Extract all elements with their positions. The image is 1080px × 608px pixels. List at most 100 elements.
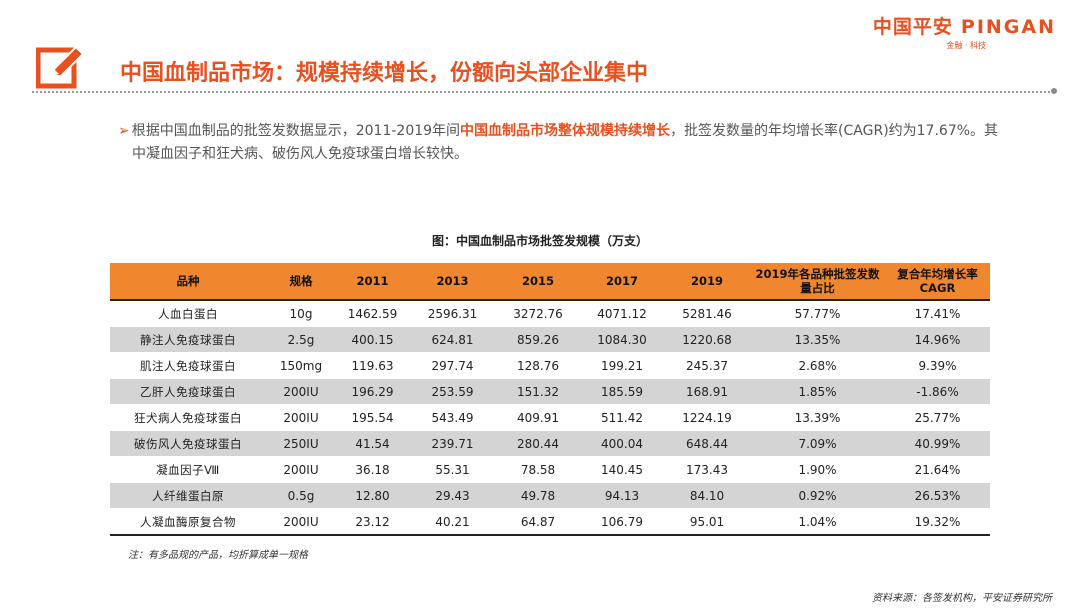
table-row: 肌注人免疫球蛋白 150mg 119.63 297.74 128.76 199.21 245… <box>110 352 990 379</box>
table-cell: 106.79 <box>580 508 664 536</box>
table-cell: 1462.59 <box>336 300 409 327</box>
table-cell: 21.64% <box>885 456 990 483</box>
table-row: 凝血因子Ⅷ 200IU 36.18 55.31 78.58 140.45 173.43 1.9… <box>110 456 990 483</box>
table-cell: 12.80 <box>336 482 409 509</box>
product-name-cell: 乙肝人免疫球蛋白 <box>110 378 266 405</box>
bullet-text-part2: ，批签发数量的年均增长率(CAGR)约为17.67%。其中凝血因子和狂犬病、破伤… <box>132 123 999 162</box>
bullet-arrow-icon: ➢ <box>118 123 130 139</box>
table-cell: 0.5g <box>266 482 336 509</box>
table-cell: 17.41% <box>885 300 990 327</box>
table-cell: 200IU <box>266 378 336 405</box>
logo-cn-text: 中国平安 <box>872 16 953 38</box>
table-cell: 1220.68 <box>664 326 750 353</box>
table-cell: 2596.31 <box>409 300 496 327</box>
table-cell: 511.42 <box>580 404 664 431</box>
table-cell: 25.77% <box>885 404 990 431</box>
table-row: 狂犬病人免疫球蛋白 200IU 195.54 543.49 409.91 511.42 12… <box>110 404 990 431</box>
plasma-products-table: 品种 规格 2011 2013 2015 2017 2019 2019年各品种批… <box>110 263 990 536</box>
table-cell: 23.12 <box>336 508 409 536</box>
header-cell: 2013 <box>409 263 496 301</box>
table-cell: 150mg <box>266 352 336 379</box>
logo-wordmark: 中国平安 PINGAN <box>873 12 1056 39</box>
table-cell: 2.68% <box>750 352 885 379</box>
header-cell: 复合年均增长率CAGR <box>885 263 990 301</box>
table-cell: 5281.46 <box>664 300 750 327</box>
table-header-row: 品种 规格 2011 2013 2015 2017 2019 2019年各品种批… <box>110 263 990 301</box>
table-cell: 95.01 <box>664 508 750 536</box>
table-cell: 64.87 <box>496 508 580 536</box>
product-name-cell: 凝血因子Ⅷ <box>110 456 266 483</box>
table-row: 破伤风人免疫球蛋白 250IU 41.54 239.71 280.44 400.04 648… <box>110 430 990 457</box>
table-cell: 4071.12 <box>580 300 664 327</box>
table-body: 人血白蛋白 10g 1462.59 2596.31 3272.76 4071.12 5281… <box>110 300 990 536</box>
table-cell: 2.5g <box>266 326 336 353</box>
table-cell: 245.37 <box>664 352 750 379</box>
header-cell: 品种 <box>110 263 266 301</box>
bullet-text-part1: 根据中国血制品的批签发数据显示，2011-2019年间 <box>131 123 461 139</box>
table-cell: -1.86% <box>885 378 990 405</box>
table-cell: 200IU <box>266 456 336 483</box>
data-source: 资料来源：各签发机构，平安证券研究所 <box>872 593 1052 604</box>
table-cell: 409.91 <box>496 404 580 431</box>
table-cell: 40.21 <box>409 508 496 536</box>
table-cell: 196.29 <box>336 378 409 405</box>
table-cell: 250IU <box>266 430 336 457</box>
divider-dot <box>1051 88 1057 94</box>
table-cell: 128.76 <box>496 352 580 379</box>
table-cell: 1.04% <box>750 508 885 536</box>
header-cell: 2019 <box>664 263 750 301</box>
table-cell: 49.78 <box>496 482 580 509</box>
table-cell: 185.59 <box>580 378 664 405</box>
table-cell: 41.54 <box>336 430 409 457</box>
table-row: 人血白蛋白 10g 1462.59 2596.31 3272.76 4071.12 5281… <box>110 300 990 327</box>
table-cell: 26.53% <box>885 482 990 509</box>
table-cell: 859.26 <box>496 326 580 353</box>
table-cell: 173.43 <box>664 456 750 483</box>
table-cell: 78.58 <box>496 456 580 483</box>
table-cell: 119.63 <box>336 352 409 379</box>
table-row: 乙肝人免疫球蛋白 200IU 196.29 253.59 151.32 185.59 168… <box>110 378 990 405</box>
table-cell: 1224.19 <box>664 404 750 431</box>
table-row: 人纤维蛋白原 0.5g 12.80 29.43 49.78 94.13 84.10 0.92%… <box>110 482 990 509</box>
table-cell: 297.74 <box>409 352 496 379</box>
table-cell: 84.10 <box>664 482 750 509</box>
header-cell: 2011 <box>336 263 409 301</box>
product-name-cell: 破伤风人免疫球蛋白 <box>110 430 266 457</box>
table-title: 图：中国血制品市场批签发规模（万支） <box>431 234 648 248</box>
table-cell: 19.32% <box>885 508 990 536</box>
table-cell: 280.44 <box>496 430 580 457</box>
table-cell: 400.04 <box>580 430 664 457</box>
table-cell: 624.81 <box>409 326 496 353</box>
table-cell: 55.31 <box>409 456 496 483</box>
table-cell: 1.90% <box>750 456 885 483</box>
table-cell: 151.32 <box>496 378 580 405</box>
table-cell: 36.18 <box>336 456 409 483</box>
table-cell: 195.54 <box>336 404 409 431</box>
table-cell: 29.43 <box>409 482 496 509</box>
table-cell: 200IU <box>266 508 336 536</box>
table-cell: 13.39% <box>750 404 885 431</box>
product-name-cell: 人凝血酶原复合物 <box>110 508 266 536</box>
table-cell: 168.91 <box>664 378 750 405</box>
page-title: 中国血制品市场：规模持续增长，份额向头部企业集中 <box>120 61 649 86</box>
table-cell: 200IU <box>266 404 336 431</box>
header-cell: 规格 <box>266 263 336 301</box>
table-cell: 40.99% <box>885 430 990 457</box>
product-name-cell: 肌注人免疫球蛋白 <box>110 352 266 379</box>
logo-tagline: 金融 · 科技 <box>946 41 986 50</box>
product-name-cell: 人血白蛋白 <box>110 300 266 327</box>
logo-en-text: PINGAN <box>960 16 1056 38</box>
header-cell: 2017 <box>580 263 664 301</box>
table-cell: 7.09% <box>750 430 885 457</box>
table-row: 静注人免疫球蛋白 2.5g 400.15 624.81 859.26 1084.30 122… <box>110 326 990 353</box>
product-name-cell: 人纤维蛋白原 <box>110 482 266 509</box>
table-cell: 10g <box>266 300 336 327</box>
table-row: 人凝血酶原复合物 200IU 23.12 40.21 64.87 106.79 95.01 1… <box>110 508 990 536</box>
header-cell: 2019年各品种批签发数量占比 <box>750 263 885 301</box>
table-cell: 3272.76 <box>496 300 580 327</box>
table-cell: 57.77% <box>750 300 885 327</box>
table-cell: 14.96% <box>885 326 990 353</box>
table-cell: 239.71 <box>409 430 496 457</box>
table-cell: 648.44 <box>664 430 750 457</box>
table-cell: 140.45 <box>580 456 664 483</box>
